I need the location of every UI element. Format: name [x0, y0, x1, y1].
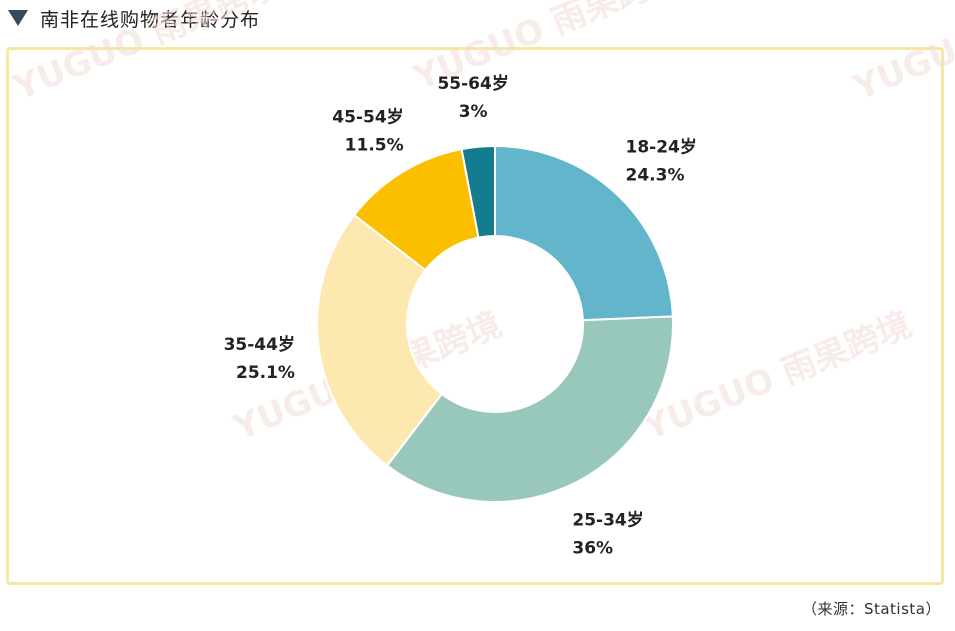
slice-value-label: 36%	[572, 539, 613, 559]
slice-value-label: 3%	[459, 102, 488, 122]
donut-slices	[316, 144, 674, 503]
donut-slice-55-64岁	[460, 144, 496, 239]
slice-category-label: 18-24岁	[626, 137, 697, 158]
donut-slice-35-44岁	[316, 213, 444, 468]
source-note: （来源：Statista）	[801, 600, 941, 618]
slice-labels: 18-24岁 24.3% 25-34岁 36% 35-44岁 25.1% 45-54岁 11.…	[224, 73, 697, 559]
page-title: 南非在线购物者年龄分布	[40, 8, 261, 31]
donut-slice-18-24岁	[494, 144, 674, 322]
slice-value-label: 24.3%	[626, 166, 685, 186]
triangle-down-icon	[8, 10, 28, 26]
donut-slice-25-34岁	[385, 315, 674, 503]
watermark-text: YUGUO 雨果跨境	[7, 0, 287, 109]
slice-category-label: 45-54岁	[332, 106, 403, 127]
slice-value-label: 11.5%	[345, 135, 404, 155]
watermark-text: YUGUO 雨果跨境	[847, 0, 955, 109]
slice-category-label: 25-34岁	[572, 510, 643, 531]
slice-category-label: 55-64岁	[437, 73, 508, 94]
slice-value-label: 25.1%	[236, 363, 295, 383]
slice-category-label: 35-44岁	[224, 334, 295, 355]
chart-header: 南非在线购物者年龄分布	[8, 4, 260, 32]
watermark-text: YUGUO 雨果跨境	[637, 305, 917, 449]
